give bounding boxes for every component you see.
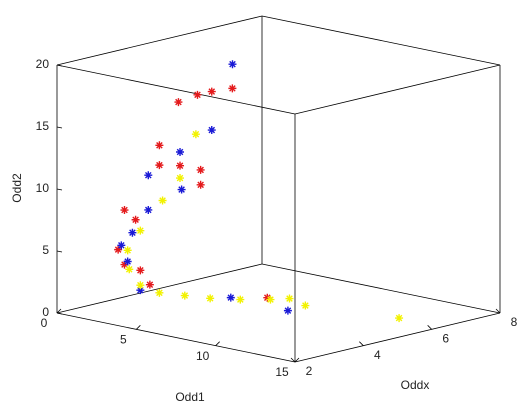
data-point [191,130,200,139]
data-point [123,257,132,266]
x-tick [136,325,141,330]
data-point [193,90,202,99]
z-axis-label: Odd2 [10,173,24,203]
data-point [196,165,205,174]
box-edge [294,312,501,363]
x-tick [215,341,220,346]
x-tick-label: 0 [41,316,48,330]
data-point [301,301,310,310]
y-tick [290,357,296,363]
box-edge [56,312,296,363]
data-point [131,215,140,224]
z-tick [56,250,63,253]
box-edge [261,263,501,314]
x-tick [56,308,62,314]
y-tick [495,308,501,314]
data-point [145,280,154,289]
data-point [285,294,294,303]
data-point [144,205,153,214]
data-point [120,260,129,269]
box-edge [56,64,296,115]
data-point [144,171,153,180]
x-tick-label: 15 [275,365,289,379]
data-point [207,126,216,135]
data-point [176,161,185,170]
x-axis-label: Odd1 [175,390,205,404]
data-point [228,60,237,69]
data-point [123,246,132,255]
box-edge [56,15,263,66]
data-point [155,288,164,297]
data-point [128,228,137,237]
y-tick-label: 4 [374,348,381,362]
data-point [226,293,235,302]
data-point [228,84,237,93]
data-point [136,281,145,290]
y-axis-label: Oddx [401,378,430,392]
y-tick-label: 8 [511,315,518,329]
data-point [136,286,145,295]
data-point [177,185,186,194]
x-tick-label: 5 [120,333,127,347]
box-edge [56,263,263,314]
data-point [283,306,292,315]
data-point [158,196,167,205]
z-tick-label: 5 [42,243,49,257]
data-point [136,226,145,235]
z-tick-label: 20 [36,57,50,71]
z-tick [56,126,63,129]
data-point [207,87,216,96]
z-tick [56,188,63,191]
x-tick-label: 10 [196,349,210,363]
data-point [236,295,245,304]
z-tick [56,312,63,315]
data-point [174,98,183,107]
z-tick-label: 15 [36,119,50,133]
data-point [263,293,272,302]
y-tick [427,325,432,330]
z-tick-label: 0 [42,305,49,319]
z-tick-label: 10 [36,181,50,195]
z-tick [56,64,63,67]
data-point [120,206,129,215]
data-point [176,174,185,183]
data-point [395,314,404,323]
y-tick-label: 2 [306,364,313,378]
data-point [180,291,189,300]
data-point [114,245,123,254]
data-point [125,265,134,274]
y-tick-label: 6 [442,332,449,346]
data-point [117,241,126,250]
data-point [266,295,275,304]
data-point [155,141,164,150]
data-point [136,266,145,275]
data-point [196,180,205,189]
data-point [176,148,185,157]
data-point [155,161,164,170]
box-edge [294,64,501,115]
box-edge [261,15,501,66]
y-tick [359,341,364,346]
x-tick [294,357,300,363]
data-point [206,294,215,303]
